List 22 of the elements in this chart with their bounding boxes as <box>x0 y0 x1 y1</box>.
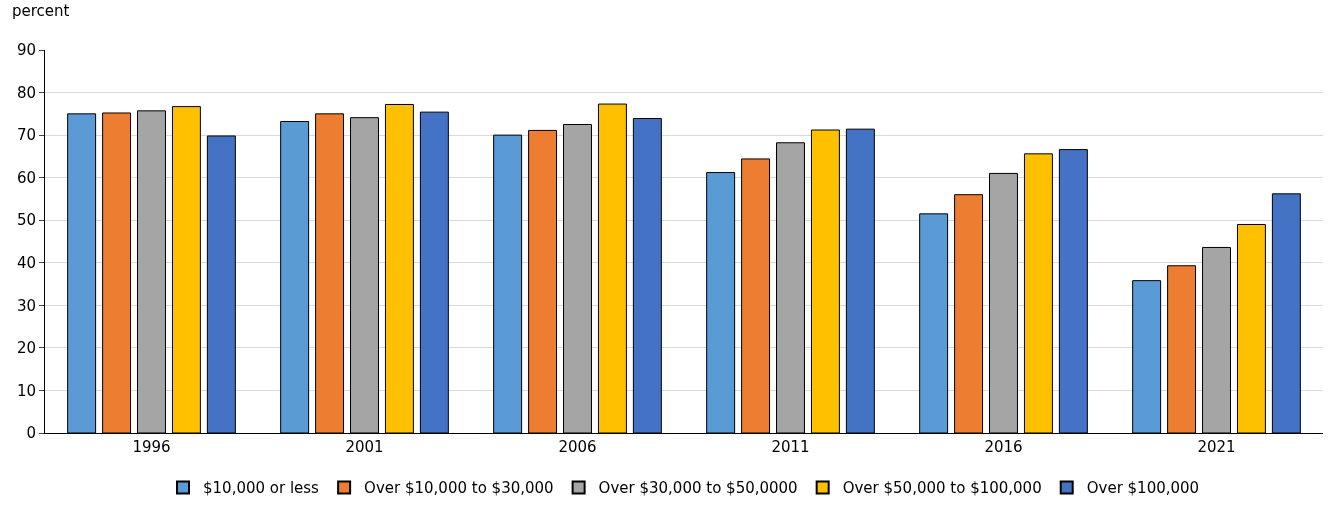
legend-label: Over $30,000 to $50,0000 <box>598 479 798 498</box>
legend-label: Over $50,000 to $100,000 <box>842 479 1042 498</box>
x-tick-label: 2001 <box>345 438 384 456</box>
legend-label: Over $100,000 <box>1086 479 1200 498</box>
x-tick-label: 2021 <box>1197 438 1236 456</box>
y-tick-label: 10 <box>16 381 36 400</box>
y-tick-label: 50 <box>16 211 36 230</box>
y-tick-label: 80 <box>16 83 36 102</box>
y-tick-label: 20 <box>16 339 36 358</box>
y-tick-label: 90 <box>16 41 36 60</box>
x-tick-label: 2011 <box>771 438 810 456</box>
x-tick-label: 1996 <box>132 438 171 456</box>
y-tick-label: 0 <box>26 424 36 443</box>
x-tick-label: 2006 <box>558 438 597 456</box>
y-tick-label: 30 <box>16 296 36 315</box>
x-tick-label: 2016 <box>984 438 1023 456</box>
y-axis-title: percent <box>12 2 70 20</box>
legend-label: $10,000 or less <box>203 479 320 498</box>
y-tick-label: 60 <box>16 168 36 187</box>
legend-label: Over $10,000 to $30,000 <box>364 479 554 498</box>
y-tick-label: 40 <box>16 254 36 273</box>
y-tick-label: 70 <box>16 126 36 145</box>
